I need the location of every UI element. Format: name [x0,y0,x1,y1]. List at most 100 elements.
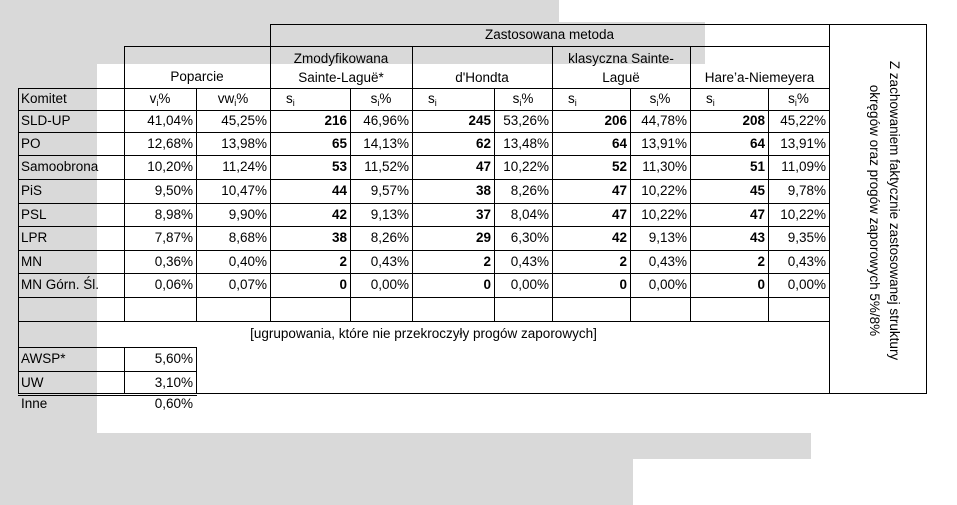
table-row-seats-text: 65 [331,136,347,151]
election-results-table: Zastosowana metoda Poparcie Zmodyfikowana S… [0,0,927,505]
table-row-seats-pct: 44,78% [630,110,690,132]
table-row-seats-text: 0 [757,277,765,292]
table-row-v-text: 9,50% [154,183,193,198]
table-row-v: 0,36% [124,250,196,273]
komitet-header-text: Komitet [21,91,67,106]
vw-header: vwi% [196,88,270,110]
seats-header-symbol: s [286,91,293,106]
table-row-seats-text: 37 [475,207,491,222]
table-row-seats-pct: 0,43% [630,250,690,273]
table-row-v: 12,68% [124,132,196,155]
table-row-seats-pct-text: 11,09% [781,159,826,174]
table-row-seats-pct-text: 0,43% [370,254,409,269]
grid-line [124,46,125,322]
table-row-seats: 2 [412,250,494,273]
seats-pct-header-symbol: s [788,91,795,106]
table-row-vw: 9,90% [196,203,270,226]
table-row-seats: 208 [690,110,768,132]
vw-header-percent: % [236,91,249,106]
table-row-seats-pct-text: 14,13% [363,136,409,151]
table-row-seats-text: 47 [749,207,765,222]
table-row-seats-text: 53 [331,159,347,174]
table-row-seats: 2 [690,250,768,273]
table-row-seats: 47 [552,203,630,226]
table-row-seats-pct: 8,04% [494,203,552,226]
table-row-seats-text: 42 [331,207,347,222]
table-row-seats: 0 [552,273,630,297]
table-row-seats-text: 47 [475,159,491,174]
seats-pct-header-symbol: s [649,91,657,106]
grid-line [412,46,413,322]
method-header-line1 [690,49,829,68]
table-row-seats-pct-text: 0,00% [787,277,826,292]
table-row-seats-pct-text: 0,00% [510,277,549,292]
table-row-v-text: 8,98% [154,207,193,222]
v-header-symbol: v [149,91,157,106]
table-row-seats-text: 245 [468,113,491,128]
table-row-v-text: 7,87% [154,230,193,245]
grid-line [18,371,197,372]
below-threshold-label-text: [ugrupowania, które nie przekroczyły pro… [250,326,597,341]
grid-line [270,24,271,322]
table-row-seats-pct-text: 46,96% [363,113,409,128]
table-row-v-text: 0,06% [154,277,193,292]
table-row-seats-pct-text: 6,30% [510,230,549,245]
seats-header-subscript: i [574,98,577,108]
grid-line [196,347,197,394]
table-row-seats: 62 [412,132,494,155]
table-row-seats: 47 [690,203,768,226]
table-row-vw-text: 13,98% [221,136,267,151]
table-row-seats-text: 47 [611,183,627,198]
table-row-name-text: SLD-UP [21,113,71,128]
table-row-seats-pct: 10,22% [630,203,690,226]
below-row-v-text: 0,60% [154,396,193,411]
table-row-seats-pct-text: 10,22% [641,207,687,222]
table-row-name-text: LPR [21,230,48,245]
table-row-vw-text: 11,24% [222,159,267,174]
vw-header-symbol: vw [217,91,235,106]
grid-line [18,273,830,274]
table-row-seats: 206 [552,110,630,132]
v-header: vi% [124,88,196,110]
below-threshold-bg [0,433,811,459]
table-row-seats-pct-text: 0,43% [648,254,687,269]
table-row-seats-pct: 10,22% [768,203,829,226]
table-row-seats-text: 44 [331,183,347,198]
table-row-seats-text: 52 [611,159,627,174]
table-row-seats-pct-text: 0,43% [510,254,549,269]
table-row-v-text: 10,20% [147,159,193,174]
table-row-seats-pct-text: 11,52% [364,159,409,174]
seats-pct-header-symbol: s [512,91,520,106]
table-row-seats-pct: 10,22% [630,179,690,203]
poparcie-header: Poparcie [124,46,270,88]
method-title-text: Zastosowana metoda [484,27,615,42]
grid-line [18,321,830,322]
method-names-bg [0,22,705,64]
table-row-v: 9,50% [124,179,196,203]
table-row-vw: 10,47% [196,179,270,203]
grid-line [18,395,197,396]
method-header-line1: klasyczna Sainte- [568,51,674,66]
table-row-seats-pct-text: 8,04% [510,207,549,222]
table-row-seats-pct: 0,43% [768,250,829,273]
table-row-seats-pct-text: 13,91% [780,136,826,151]
table-row-seats-text: 64 [611,136,627,151]
grid-line [18,155,830,156]
grid-line [552,46,553,322]
table-row-name: MN Górn. Śl. [18,273,124,297]
grid-line [768,88,769,322]
grid-line [690,46,691,322]
seats-pct-header-subscript: i [519,98,522,108]
side-note-text: Z zachowaniem faktycznie zastosowanej st… [864,46,904,375]
grid-line [18,203,830,204]
table-row-name-text: PiS [21,183,43,198]
grid-line [18,297,830,298]
table-row-name-text: PSL [21,207,47,222]
table-row-v: 10,20% [124,155,196,179]
grid-line [18,250,830,251]
seats-header-symbol: s [568,91,575,106]
table-row-seats-text: 2 [619,254,627,269]
side-note-line2: okręgów oraz progów zaporowych 5%/8% [867,84,882,337]
seats-header-subscript: i [434,98,437,108]
table-row-name-text: MN [21,254,42,269]
